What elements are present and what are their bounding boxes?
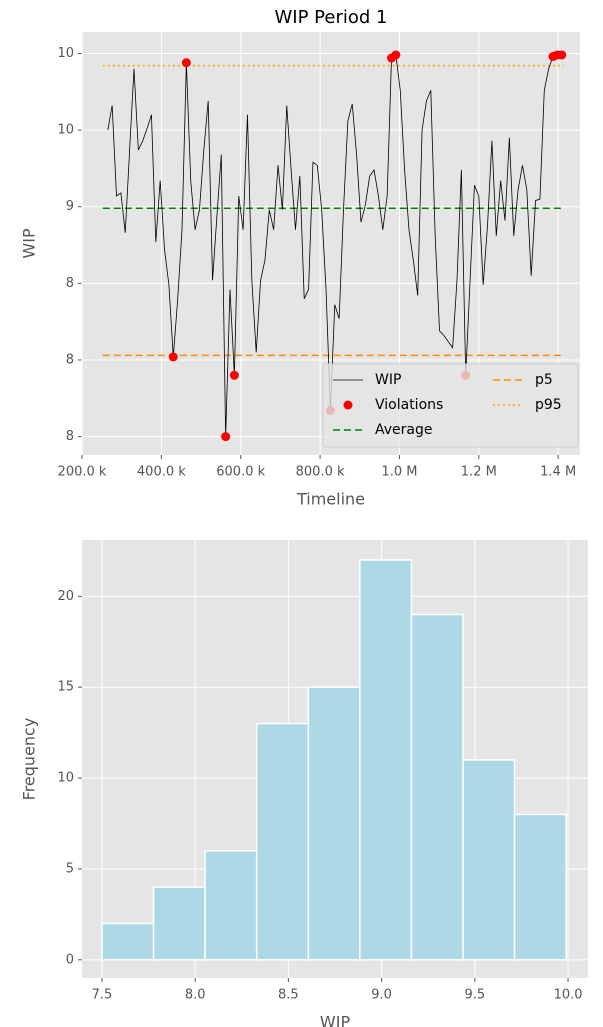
x-tick-label: 9.0 [371,988,392,1003]
y-tick-label: 15 [57,680,74,695]
y-tick-label: 0 [66,952,74,967]
x-axis-label: WIP [320,1013,351,1027]
histogram-bar [462,759,516,961]
histogram-bar [359,559,413,961]
x-tick-label: 400.0 k [137,465,186,480]
legend-label: p5 [535,372,553,388]
violation-point [181,58,191,68]
legend-box [322,363,579,448]
legend: WIP Violations Average p5 p95 [322,363,579,448]
x-tick-label: 200.0 k [58,465,107,480]
histogram-bar [152,886,206,961]
data-line [107,54,562,437]
y-tick-label: 10 [57,46,74,61]
y-tick-label: 8 [66,276,74,291]
y-tick-label: 10 [57,123,74,138]
x-tick-label: 1.4 M [540,465,576,480]
legend-label: p95 [535,397,562,413]
y-tick-label: 10 [57,771,74,786]
y-tick-label: 5 [66,861,74,876]
y-tick-label: 8 [66,429,74,444]
legend-label: Violations [375,397,443,413]
legend-marker [343,400,353,410]
violation-point [168,352,178,362]
histogram-bar [204,850,258,961]
x-tick-label: 8.5 [278,988,299,1003]
x-tick-label: 7.5 [92,988,113,1003]
histogram-bar [101,922,155,961]
histogram-bar [307,686,361,961]
x-tick-label: 1.0 M [381,465,417,480]
y-axis-label: Frequency [20,718,39,801]
x-axis-label: Timeline [296,490,365,509]
y-tick-label: 20 [57,589,74,604]
histogram-bar [410,613,464,961]
violation-point [557,50,567,60]
x-tick-label: 600.0 k [216,465,265,480]
violation-point [229,370,239,380]
y-tick-label: 9 [66,199,74,214]
chart-title: WIP Period 1 [275,7,388,28]
y-axis-label: WIP [20,228,39,259]
x-tick-label: 8.0 [185,988,206,1003]
legend-label: WIP [375,372,401,388]
y-tick-label: 8 [66,352,74,367]
legend-label: Average [375,422,433,438]
x-tick-label: 10.0 [554,988,583,1003]
histogram-bar [513,813,567,961]
histogram-bar [255,722,310,961]
violation-point [221,432,231,442]
x-tick-label: 1.2 M [461,465,497,480]
x-tick-label: 800.0 k [296,465,345,480]
x-tick-label: 9.5 [464,988,485,1003]
violation-point [391,50,401,60]
